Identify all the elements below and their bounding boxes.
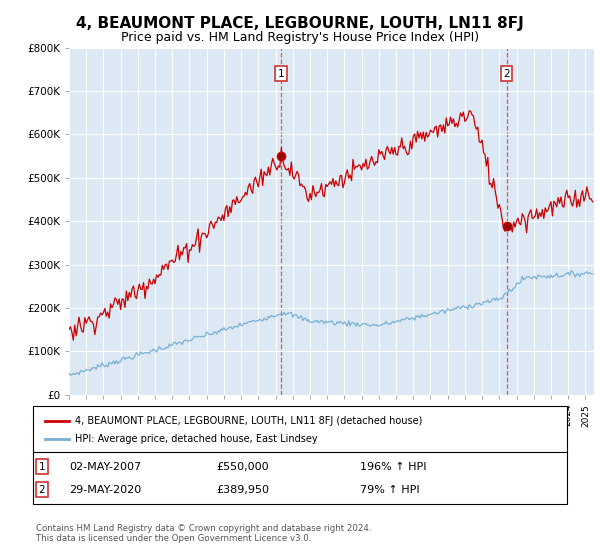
Text: £550,000: £550,000: [216, 462, 269, 472]
Text: Contains HM Land Registry data © Crown copyright and database right 2024.
This d: Contains HM Land Registry data © Crown c…: [36, 524, 371, 543]
Text: 2: 2: [503, 69, 510, 78]
Text: 4, BEAUMONT PLACE, LEGBOURNE, LOUTH, LN11 8FJ (detached house): 4, BEAUMONT PLACE, LEGBOURNE, LOUTH, LN1…: [75, 417, 422, 426]
Text: 1: 1: [38, 462, 46, 472]
Text: 2: 2: [38, 485, 46, 494]
Text: 1: 1: [278, 69, 284, 78]
Text: HPI: Average price, detached house, East Lindsey: HPI: Average price, detached house, East…: [75, 434, 317, 444]
Text: Price paid vs. HM Land Registry's House Price Index (HPI): Price paid vs. HM Land Registry's House …: [121, 31, 479, 44]
Text: £389,950: £389,950: [216, 485, 269, 494]
Text: 79% ↑ HPI: 79% ↑ HPI: [360, 485, 419, 494]
Text: 196% ↑ HPI: 196% ↑ HPI: [360, 462, 427, 472]
Text: 4, BEAUMONT PLACE, LEGBOURNE, LOUTH, LN11 8FJ: 4, BEAUMONT PLACE, LEGBOURNE, LOUTH, LN1…: [76, 16, 524, 31]
Text: 29-MAY-2020: 29-MAY-2020: [69, 485, 141, 494]
Text: 02-MAY-2007: 02-MAY-2007: [69, 462, 141, 472]
